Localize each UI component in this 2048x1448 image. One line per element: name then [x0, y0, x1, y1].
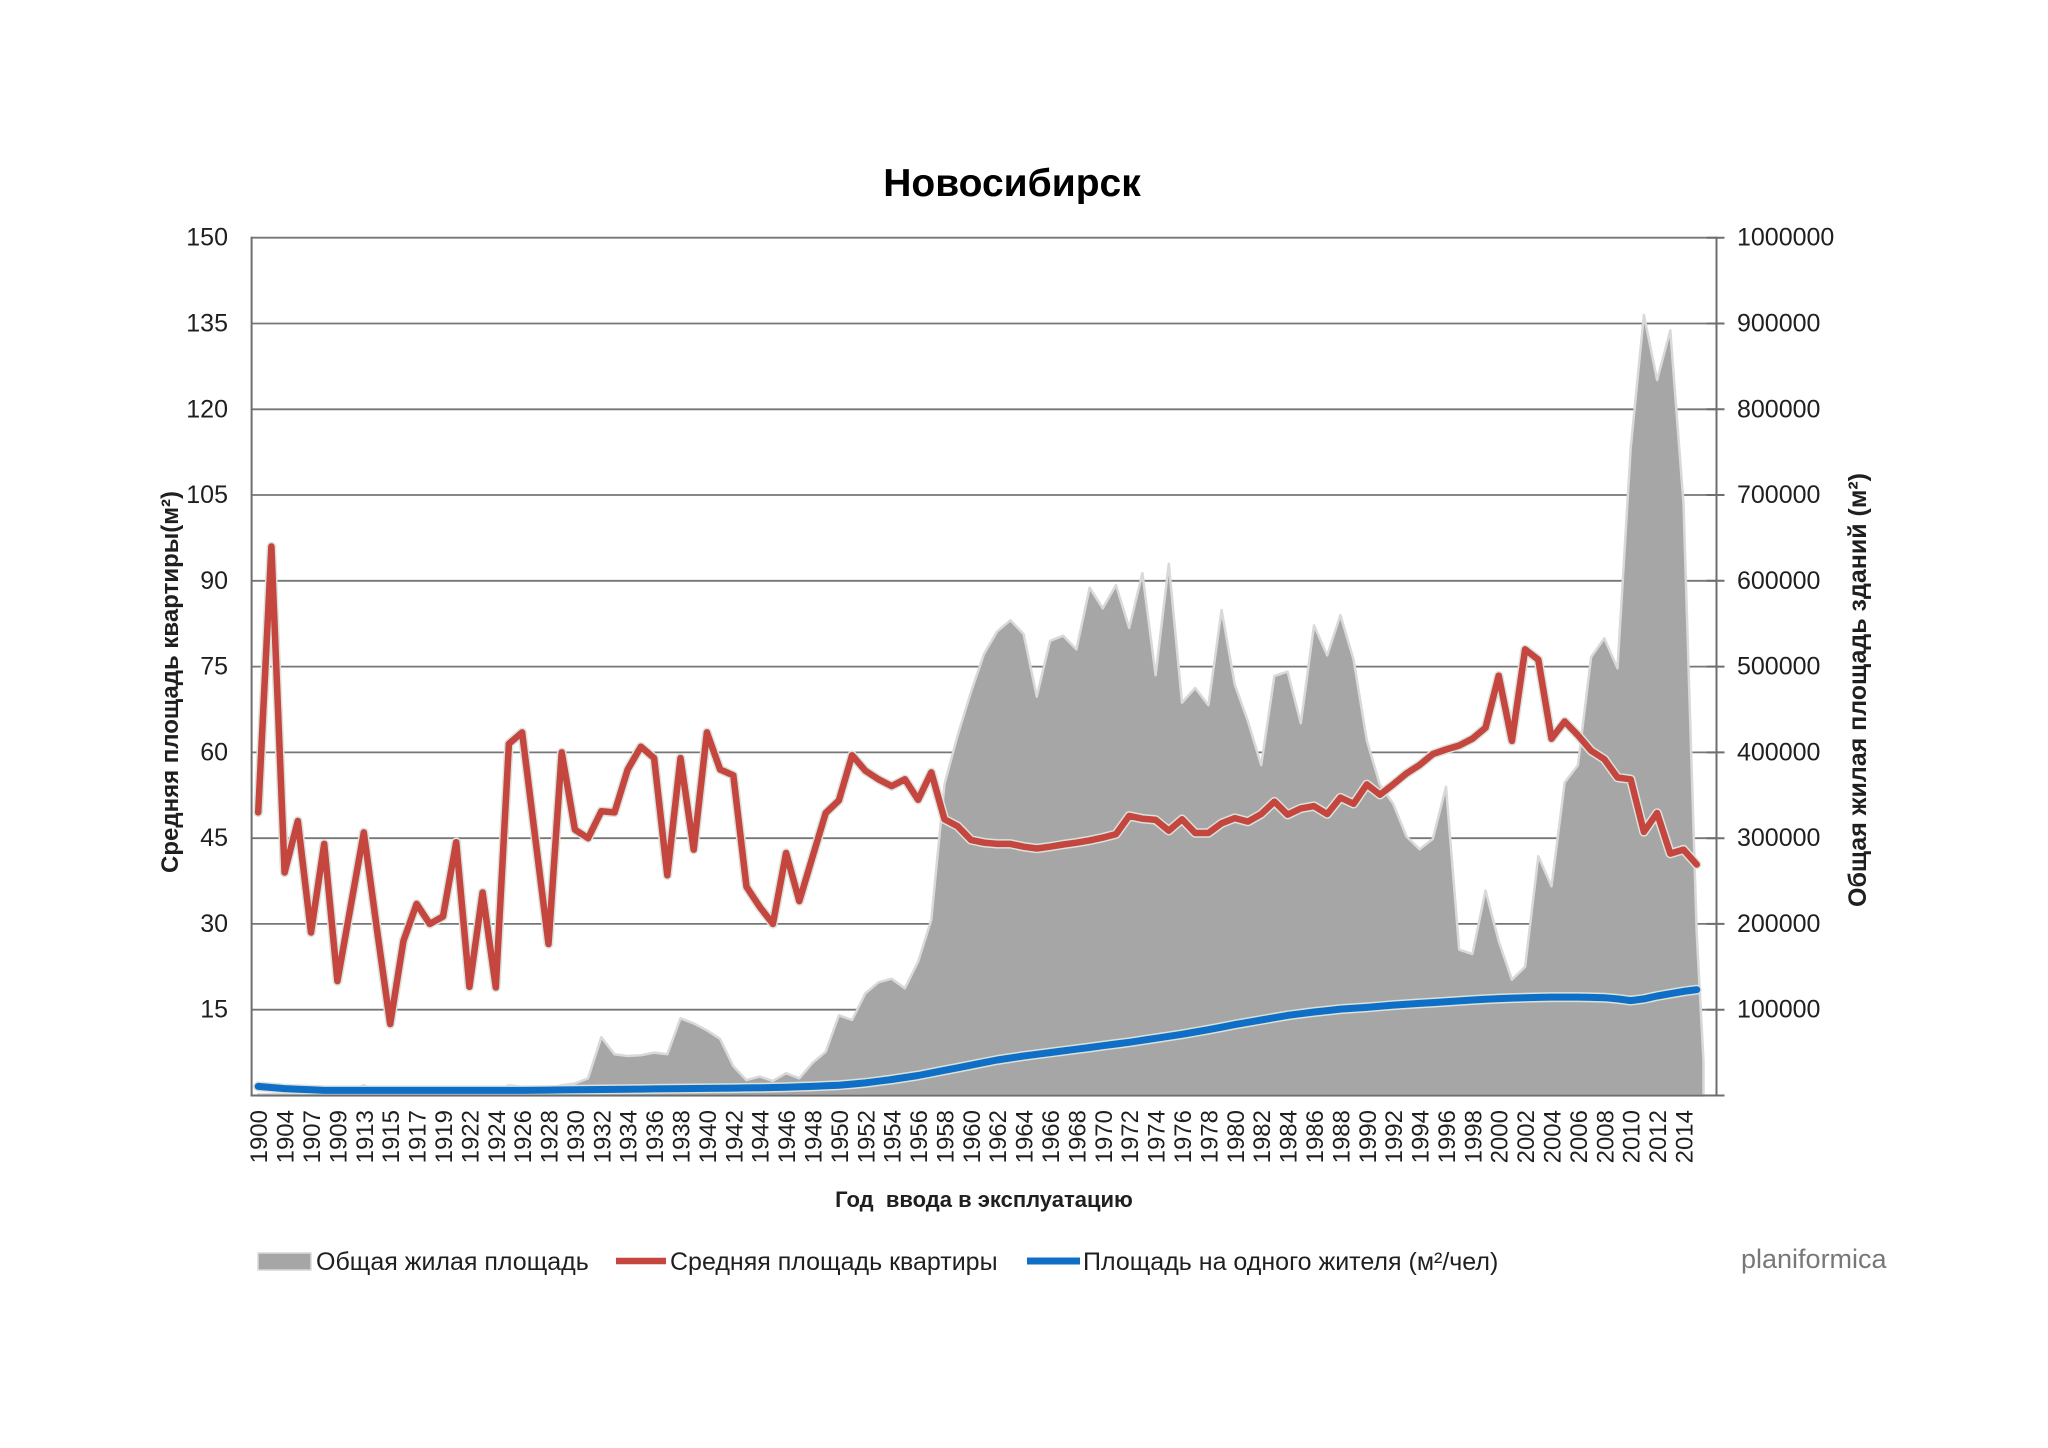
- svg-text:1982: 1982: [1249, 1110, 1276, 1163]
- svg-text:1913: 1913: [352, 1110, 379, 1163]
- svg-text:1930: 1930: [563, 1110, 590, 1163]
- svg-text:1960: 1960: [959, 1110, 986, 1163]
- svg-text:Общая жилая площадь: Общая жилая площадь: [316, 1248, 589, 1276]
- svg-text:1952: 1952: [853, 1110, 880, 1163]
- svg-text:planiformica: planiformica: [1741, 1244, 1888, 1274]
- svg-text:1932: 1932: [589, 1110, 616, 1163]
- svg-text:1958: 1958: [933, 1110, 960, 1163]
- svg-text:2014: 2014: [1672, 1110, 1699, 1163]
- svg-text:1988: 1988: [1328, 1110, 1355, 1163]
- svg-text:45: 45: [200, 824, 228, 852]
- svg-text:1948: 1948: [801, 1110, 828, 1163]
- svg-text:2010: 2010: [1619, 1110, 1646, 1163]
- svg-text:1970: 1970: [1091, 1110, 1118, 1163]
- svg-text:1956: 1956: [906, 1110, 933, 1163]
- svg-text:1926: 1926: [510, 1110, 537, 1163]
- svg-text:2002: 2002: [1513, 1110, 1540, 1163]
- svg-text:30: 30: [200, 910, 228, 938]
- svg-text:1984: 1984: [1276, 1110, 1303, 1163]
- svg-text:1978: 1978: [1196, 1110, 1223, 1163]
- svg-text:1968: 1968: [1064, 1110, 1091, 1163]
- svg-text:1990: 1990: [1355, 1110, 1382, 1163]
- svg-text:700000: 700000: [1737, 481, 1820, 509]
- svg-text:600000: 600000: [1737, 567, 1820, 595]
- svg-text:1962: 1962: [985, 1110, 1012, 1163]
- svg-text:300000: 300000: [1737, 824, 1820, 852]
- svg-text:1915: 1915: [378, 1110, 405, 1163]
- svg-text:15: 15: [200, 996, 228, 1024]
- svg-text:900000: 900000: [1737, 310, 1820, 338]
- svg-text:150: 150: [186, 224, 228, 252]
- svg-text:1992: 1992: [1381, 1110, 1408, 1163]
- svg-text:Новосибирск: Новосибирск: [883, 162, 1141, 205]
- svg-text:100000: 100000: [1737, 996, 1820, 1024]
- svg-text:1966: 1966: [1038, 1110, 1065, 1163]
- svg-text:1900: 1900: [246, 1110, 273, 1163]
- svg-text:1000000: 1000000: [1737, 224, 1834, 252]
- svg-text:Общая жилая площадь зданий (м²: Общая жилая площадь зданий (м²): [1844, 473, 1872, 907]
- svg-text:200000: 200000: [1737, 910, 1820, 938]
- svg-text:1972: 1972: [1117, 1110, 1144, 1163]
- svg-text:1919: 1919: [431, 1110, 458, 1163]
- svg-text:1904: 1904: [273, 1110, 300, 1163]
- svg-text:2004: 2004: [1540, 1110, 1567, 1163]
- svg-text:1907: 1907: [299, 1110, 326, 1163]
- svg-text:1938: 1938: [669, 1110, 696, 1163]
- svg-text:1922: 1922: [457, 1110, 484, 1163]
- svg-text:75: 75: [200, 653, 228, 681]
- svg-text:Средняя площадь квартиры: Средняя площадь квартиры: [670, 1248, 998, 1276]
- svg-text:2000: 2000: [1487, 1110, 1514, 1163]
- svg-text:90: 90: [200, 567, 228, 595]
- svg-text:1946: 1946: [774, 1110, 801, 1163]
- svg-text:1986: 1986: [1302, 1110, 1329, 1163]
- svg-text:1942: 1942: [721, 1110, 748, 1163]
- svg-text:1994: 1994: [1408, 1110, 1435, 1163]
- svg-text:135: 135: [186, 310, 228, 338]
- svg-text:500000: 500000: [1737, 653, 1820, 681]
- svg-text:1974: 1974: [1144, 1110, 1171, 1163]
- svg-text:60: 60: [200, 738, 228, 766]
- svg-text:1950: 1950: [827, 1110, 854, 1163]
- svg-text:1936: 1936: [642, 1110, 669, 1163]
- svg-text:1940: 1940: [695, 1110, 722, 1163]
- svg-text:1980: 1980: [1223, 1110, 1250, 1163]
- svg-text:1996: 1996: [1434, 1110, 1461, 1163]
- svg-text:Год ввода в эксплуатацию: Год ввода в эксплуатацию: [835, 1187, 1133, 1212]
- svg-text:800000: 800000: [1737, 395, 1820, 423]
- svg-text:1909: 1909: [325, 1110, 352, 1163]
- svg-text:1924: 1924: [484, 1110, 511, 1163]
- svg-text:Площадь на одного жителя (м²/ч: Площадь на одного жителя (м²/чел): [1083, 1248, 1498, 1276]
- svg-text:1964: 1964: [1012, 1110, 1039, 1163]
- svg-text:1954: 1954: [880, 1110, 907, 1163]
- svg-text:1944: 1944: [748, 1110, 775, 1163]
- svg-text:2006: 2006: [1566, 1110, 1593, 1163]
- svg-text:1976: 1976: [1170, 1110, 1197, 1163]
- svg-text:2012: 2012: [1645, 1110, 1672, 1163]
- svg-text:105: 105: [186, 481, 228, 509]
- svg-text:Средняя площадь квартиры(м²): Средняя площадь квартиры(м²): [157, 491, 184, 873]
- svg-text:400000: 400000: [1737, 738, 1820, 766]
- svg-text:1998: 1998: [1460, 1110, 1487, 1163]
- svg-text:2008: 2008: [1592, 1110, 1619, 1163]
- svg-text:1917: 1917: [405, 1110, 432, 1163]
- svg-text:1928: 1928: [537, 1110, 564, 1163]
- svg-text:1934: 1934: [616, 1110, 643, 1163]
- svg-text:120: 120: [186, 395, 228, 423]
